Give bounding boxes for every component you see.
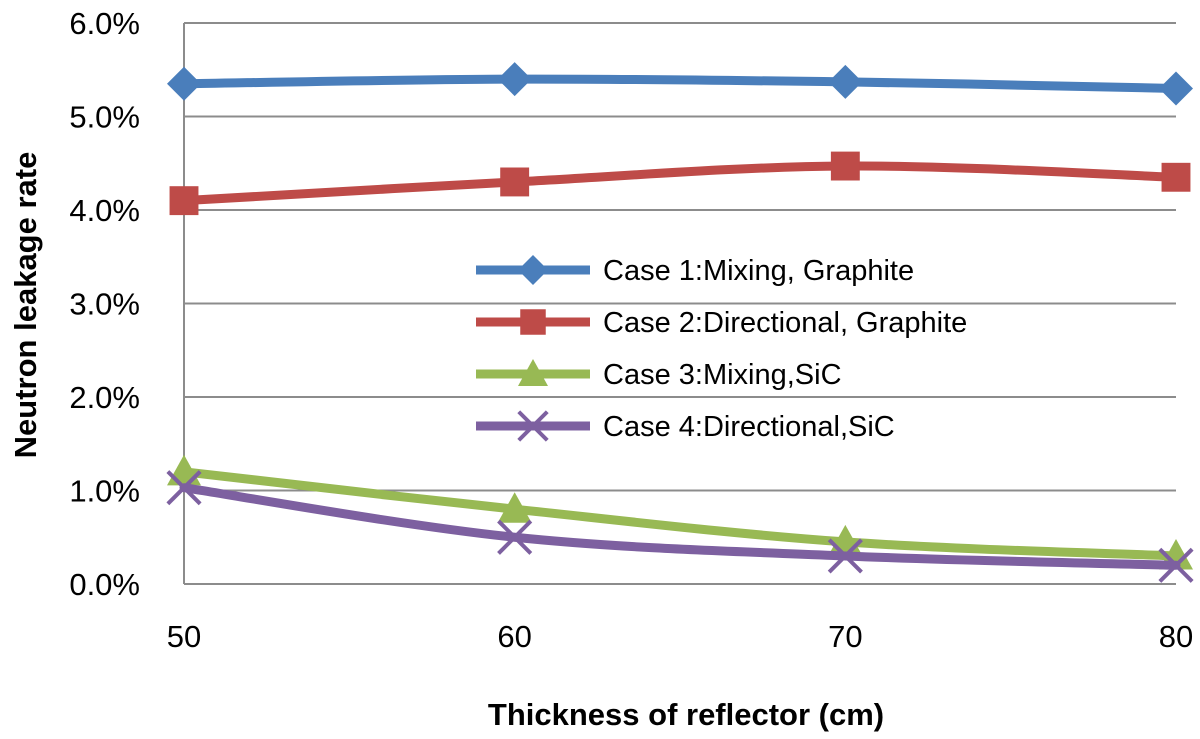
series-2-point [500, 167, 530, 197]
x-marker-stroke [517, 410, 549, 442]
series-1-line [179, 74, 1181, 93]
series-3-point [497, 492, 532, 523]
x-tick-label: 60 [497, 619, 531, 654]
x-axis-ticks: 50 60 70 80 [167, 619, 1193, 654]
x-marker-stroke [827, 538, 863, 574]
y-axis-ticks: 0.0% 1.0% 2.0% 3.0% 4.0% 5.0% 6.0% [69, 6, 140, 602]
x-tick-label: 80 [1159, 619, 1193, 654]
series-group [166, 62, 1194, 583]
legend: Case 1:Mixing, Graphite Case 2:Directiona… [476, 255, 967, 443]
series-1-point [1159, 71, 1193, 106]
legend-label: Case 2:Directional, Graphite [603, 307, 967, 339]
series-2-point [830, 151, 860, 181]
y-tick-label: 0.0% [69, 567, 140, 602]
y-axis-title: Neutron leakage rate [8, 152, 43, 459]
legend-swatch-marker [517, 410, 549, 442]
series-2-point [1161, 162, 1191, 192]
x-tick-label: 50 [167, 619, 201, 654]
series-4-point [827, 538, 863, 574]
y-tick-label: 6.0% [69, 6, 140, 41]
legend-label: Case 1:Mixing, Graphite [603, 255, 914, 287]
y-tick-label: 3.0% [69, 287, 140, 322]
y-tick-label: 1.0% [69, 474, 140, 509]
x-tick-label: 70 [828, 619, 862, 654]
series-1-point [828, 64, 863, 99]
y-tick-label: 4.0% [69, 193, 140, 228]
series-4-point [1158, 547, 1194, 583]
series-3-line [179, 467, 1181, 561]
legend-item: Case 1:Mixing, Graphite [476, 255, 914, 287]
series-2-point [169, 186, 199, 216]
legend-swatch-marker [518, 359, 548, 386]
x-marker-stroke [497, 519, 533, 555]
legend-label: Case 4:Directional,SiC [603, 411, 895, 443]
legend-label: Case 3:Mixing,SiC [603, 359, 842, 391]
series-1 [167, 62, 1193, 106]
legend-item: Case 4:Directional,SiC [476, 410, 895, 443]
x-axis-title: Thickness of reflector (cm) [488, 697, 884, 732]
series-4-point [497, 519, 533, 555]
series-1-point [497, 62, 532, 97]
legend-swatch-marker [518, 255, 548, 285]
series-2-line [179, 161, 1181, 206]
y-tick-label: 2.0% [69, 380, 140, 415]
y-tick-label: 5.0% [69, 100, 140, 135]
series-4-point [166, 470, 202, 506]
series-2 [169, 151, 1191, 216]
gridlines [184, 22, 1176, 492]
x-marker-stroke [1158, 547, 1194, 583]
legend-swatch-marker [520, 309, 546, 335]
series-1-point [167, 66, 201, 101]
series-4 [166, 470, 1194, 583]
legend-item: Case 3:Mixing,SiC [476, 359, 842, 391]
legend-item: Case 2:Directional, Graphite [476, 307, 967, 339]
series-4-line [179, 483, 1181, 570]
x-marker-stroke [166, 470, 202, 506]
